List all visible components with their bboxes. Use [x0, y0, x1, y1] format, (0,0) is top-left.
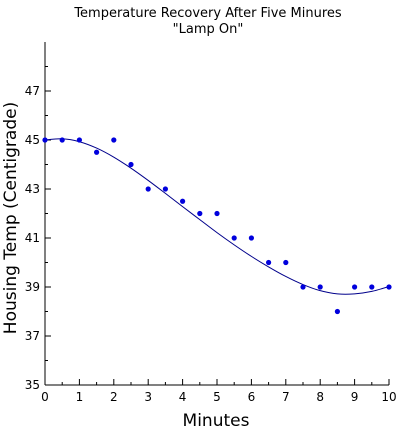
y-tick-label: 35 [25, 378, 40, 392]
x-axis-title: Minutes [183, 411, 250, 430]
x-tick-label: 10 [381, 390, 396, 404]
x-axis-ticks: 0 1 2 3 4 5 6 7 8 9 10 [41, 379, 397, 404]
data-point [266, 259, 272, 266]
data-point [59, 137, 65, 143]
x-tick-label: 4 [179, 390, 187, 404]
data-point [300, 284, 306, 290]
y-axis-title: Housing Temp (Centigrade) [1, 102, 21, 334]
data-point [42, 137, 48, 143]
chart-title: Temperature Recovery After Five Minures [73, 6, 342, 21]
y-tick-label: 45 [25, 133, 40, 147]
x-tick-label: 5 [213, 390, 221, 404]
data-point [197, 210, 203, 217]
data-point [145, 186, 151, 192]
x-tick-label: 0 [41, 390, 49, 404]
data-point [231, 235, 237, 241]
y-tick-label: 39 [25, 280, 40, 294]
y-tick-label: 37 [25, 329, 40, 343]
data-point [369, 284, 375, 290]
data-point [128, 161, 134, 168]
y-tick-label: 41 [25, 231, 40, 245]
x-tick-label: 8 [316, 390, 324, 404]
data-point [317, 284, 323, 290]
data-point [76, 137, 82, 143]
data-point [248, 235, 254, 241]
chart-subtitle: "Lamp On" [173, 22, 244, 37]
data-point [162, 186, 168, 192]
x-tick-label: 7 [282, 390, 290, 404]
y-tick-label: 47 [25, 84, 40, 98]
data-point [386, 284, 392, 290]
y-tick-label: 43 [25, 182, 40, 196]
x-tick-label: 2 [110, 390, 118, 404]
data-point [214, 210, 220, 217]
x-tick-label: 9 [351, 390, 359, 404]
x-tick-label: 1 [76, 390, 84, 404]
fit-curve-layer [44, 138, 390, 295]
data-point [180, 198, 186, 204]
x-tick-label: 6 [248, 390, 256, 404]
data-point [111, 137, 117, 143]
y-axis-ticks: 35 37 39 41 43 45 47 [25, 66, 51, 392]
data-point [334, 308, 340, 315]
x-tick-label: 3 [144, 390, 152, 404]
data-point [352, 284, 358, 290]
data-points-layer [42, 137, 392, 315]
data-point [283, 259, 289, 266]
fit-curve [44, 138, 390, 295]
data-point [94, 149, 100, 155]
